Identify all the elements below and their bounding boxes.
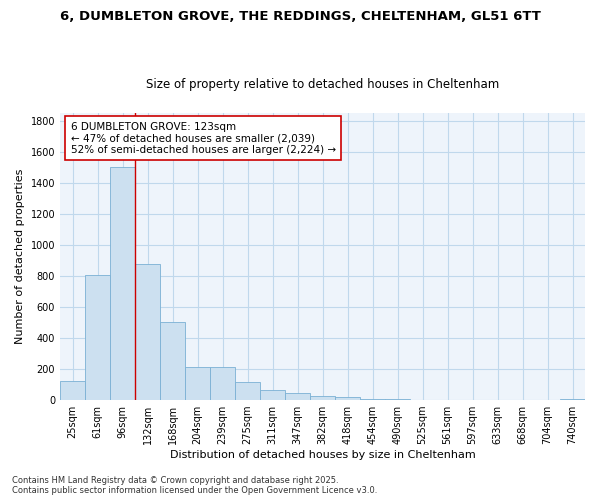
- Bar: [60, 380, 85, 400]
- Bar: [85, 275, 110, 400]
- Title: Size of property relative to detached houses in Cheltenham: Size of property relative to detached ho…: [146, 78, 499, 91]
- Bar: [335, 396, 360, 400]
- Bar: [210, 368, 235, 400]
- Bar: [110, 168, 135, 400]
- Bar: [260, 390, 285, 400]
- Text: Contains HM Land Registry data © Crown copyright and database right 2025.
Contai: Contains HM Land Registry data © Crown c…: [12, 476, 377, 495]
- Bar: [235, 382, 260, 400]
- Bar: [185, 368, 210, 400]
- Y-axis label: Number of detached properties: Number of detached properties: [15, 169, 25, 344]
- Text: 6 DUMBLETON GROVE: 123sqm
← 47% of detached houses are smaller (2,039)
52% of se: 6 DUMBLETON GROVE: 123sqm ← 47% of detac…: [71, 122, 335, 155]
- Bar: [160, 322, 185, 400]
- Bar: [285, 393, 310, 400]
- X-axis label: Distribution of detached houses by size in Cheltenham: Distribution of detached houses by size …: [170, 450, 475, 460]
- Bar: [135, 264, 160, 400]
- Text: 6, DUMBLETON GROVE, THE REDDINGS, CHELTENHAM, GL51 6TT: 6, DUMBLETON GROVE, THE REDDINGS, CHELTE…: [59, 10, 541, 23]
- Bar: [310, 396, 335, 400]
